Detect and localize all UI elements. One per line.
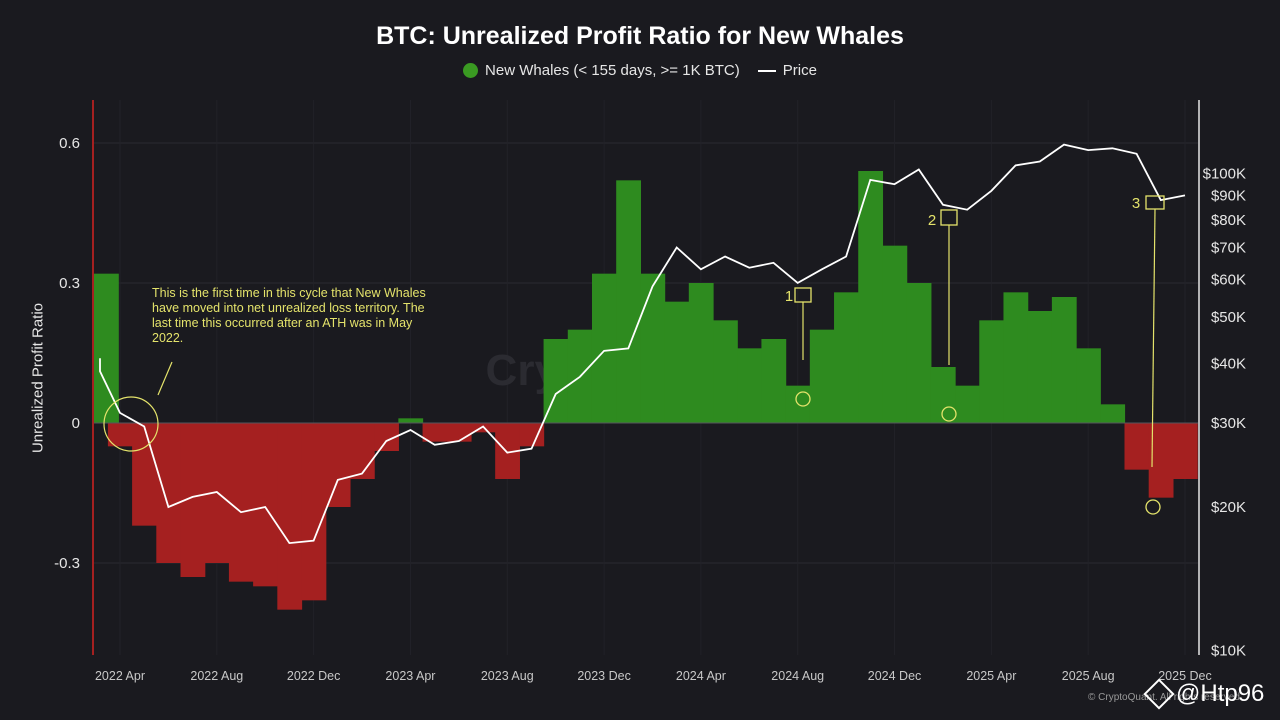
y-right-tick-label: $40K (1211, 355, 1246, 372)
whale-bar (1003, 292, 1029, 423)
x-tick-label: 2024 Apr (676, 669, 726, 683)
legend-swatch-whales (463, 63, 479, 78)
marker-circle-1 (795, 391, 811, 407)
legend-swatch-price (757, 69, 776, 72)
x-tick-label: 2024 Aug (771, 669, 824, 683)
x-tick-label: 2022 Apr (95, 669, 145, 683)
whale-bar (1027, 311, 1053, 423)
whale-bar (858, 171, 884, 423)
marker-arrow-3 (1151, 208, 1156, 468)
annotation-note: This is the first time in this cycle tha… (152, 286, 426, 345)
y-left-tick-label: 0.6 (59, 135, 80, 152)
annotation-arrow-note (157, 361, 173, 396)
chart-title: BTC: Unrealized Profit Ratio for New Wha… (376, 22, 904, 50)
y-left-tick-label: 0 (72, 415, 80, 432)
x-tick-label: 2025 Apr (966, 669, 1016, 683)
whale-bar (1172, 423, 1198, 479)
x-tick-label: 2023 Dec (577, 669, 631, 683)
whale-bar (543, 339, 569, 423)
whale-bar (253, 423, 278, 587)
whale-bar (688, 283, 714, 423)
whale-bar (906, 283, 932, 423)
brand-handle: @Htp96 (1143, 678, 1265, 710)
legend-item-price: Price (757, 62, 817, 79)
whale-area-series (94, 171, 1198, 610)
whale-bar (277, 423, 303, 610)
y-left-tick-label: 0.3 (59, 275, 80, 292)
legend: New Whales (< 155 days, >= 1K BTC) Price (0, 62, 1280, 79)
whale-bar (761, 339, 787, 423)
whale-bar (640, 273, 666, 423)
marker-circle-3 (1145, 499, 1161, 515)
x-tick-label: 2022 Aug (190, 669, 243, 683)
binance-square-icon (1143, 678, 1175, 710)
whale-bar (446, 423, 472, 442)
x-tick-label: 2023 Aug (481, 669, 534, 683)
whale-bar (713, 320, 738, 423)
y-right-tick-label: $90K (1211, 187, 1246, 204)
y-right-tick-label: $30K (1211, 415, 1246, 432)
whale-bar (94, 395, 119, 423)
whale-bar (1051, 297, 1077, 423)
whale-bar (882, 245, 908, 423)
brand-text: @Htp96 (1176, 680, 1265, 707)
whale-bar (979, 320, 1005, 423)
credit-text: © CryptoQuant. All rights reserved. (1088, 692, 1243, 703)
whale-bar (228, 423, 254, 582)
whale-bar (809, 329, 835, 423)
whale-bar (955, 385, 980, 423)
price-line (99, 143, 1186, 545)
whale-bar (519, 423, 545, 447)
y-right-tick-label: $20K (1211, 499, 1246, 516)
marker-label-3: 3 (1132, 195, 1140, 212)
whale-bar (422, 423, 448, 442)
y-right-tick-label: $100K (1203, 166, 1246, 183)
marker-label-2: 2 (928, 212, 936, 229)
marker-box-2 (940, 209, 958, 226)
annotations: This is the first time in this cycle tha… (103, 195, 1165, 515)
y-right-tick-label: $50K (1211, 309, 1246, 326)
y-right-tick-label: $80K (1211, 212, 1246, 229)
legend-label-whales: New Whales (< 155 days, >= 1K BTC) (485, 62, 740, 79)
whale-bar (107, 423, 133, 447)
legend-label-price: Price (782, 62, 817, 79)
axes: 0.6 0.3 0 -0.3 $100K $90K $80K $70K $60K $50K $40K… (54, 100, 1246, 683)
x-tick-label: 2025 Dec (1158, 669, 1212, 683)
whale-bar (398, 418, 424, 423)
whale-bar (349, 423, 375, 479)
marker-circle-2 (941, 406, 957, 422)
whale-bar (325, 423, 351, 507)
legend-item-whales: New Whales (< 155 days, >= 1K BTC) (463, 62, 740, 79)
y-right-tick-label: $60K (1211, 271, 1246, 288)
x-tick-label: 2025 Aug (1062, 669, 1115, 683)
x-tick-label: 2024 Dec (868, 669, 922, 683)
whale-bar (1076, 348, 1101, 423)
x-tick-label: 2023 Apr (385, 669, 435, 683)
whale-bar (616, 180, 641, 423)
whale-bar (156, 423, 182, 563)
whale-bar (1124, 423, 1150, 470)
whale-bar (591, 273, 617, 423)
whale-bar (1100, 404, 1126, 423)
whale-bar (737, 348, 763, 423)
y-right-tick-label: $10K (1211, 643, 1246, 660)
y-left-tick-label: -0.3 (54, 555, 80, 572)
marker-label-1: 1 (785, 288, 793, 305)
whale-bar (301, 423, 327, 601)
price-line-series (99, 143, 1186, 545)
x-tick-label: 2022 Dec (287, 669, 341, 683)
whale-bar (930, 367, 956, 423)
annotation-circle-may2022 (103, 396, 159, 452)
y-right-tick-label: $70K (1211, 239, 1246, 256)
whale-bar (664, 301, 690, 423)
marker-box-3 (1145, 195, 1165, 210)
whale-bar (834, 292, 859, 423)
